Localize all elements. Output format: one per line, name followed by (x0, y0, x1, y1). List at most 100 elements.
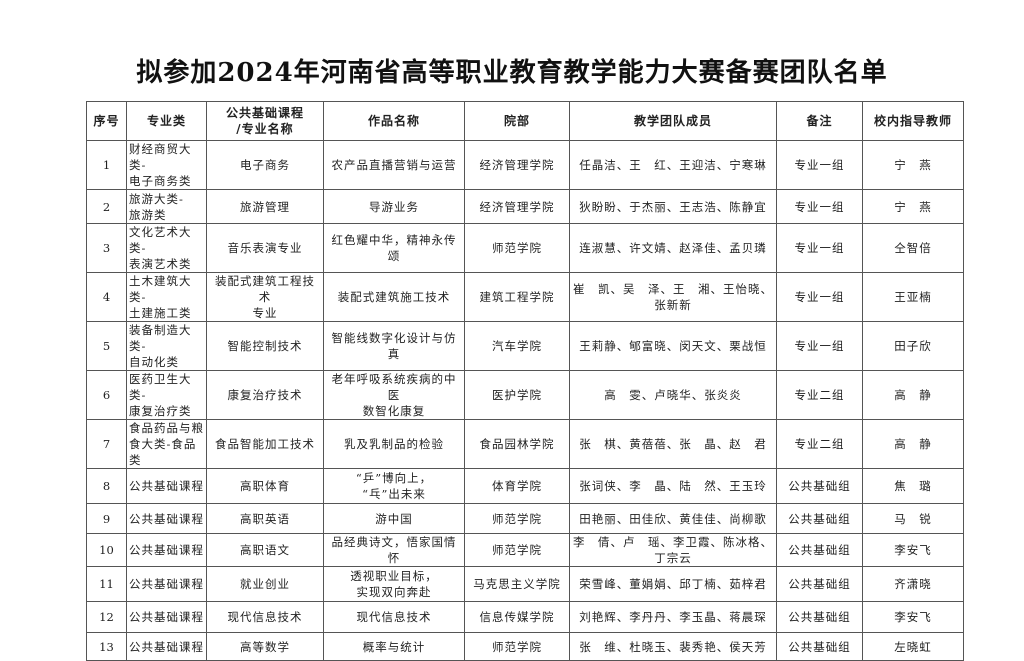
work-title-cell: 装配式建筑施工技术 (323, 272, 465, 322)
table-row: 9 公共基础课程 高职英语 游中国 师范学院 田艳丽、田佳欣、黄佳佳、尚柳歌 公共基础组马 … (86, 503, 964, 534)
index-cell: 6 (86, 370, 127, 420)
index-cell: 1 (86, 140, 127, 190)
category-cell: 公共基础课程 (126, 533, 207, 567)
advisor-cell: 仝智倍 (862, 223, 964, 273)
index-cell: 13 (86, 632, 127, 661)
work-title-cell: 概率与统计 (323, 632, 465, 661)
team-members-cell: 张词侠、李 晶、陆 然、王玉玲 (569, 468, 777, 504)
advisor-cell: 王亚楠 (862, 272, 964, 322)
table-header-row: 序号 专业类 公共基础课程 /专业名称 作品名称 院部 教学团队成员 备注 校内指导教师 (86, 101, 964, 141)
department-cell: 师范学院 (464, 223, 570, 273)
department-cell: 体育学院 (464, 468, 570, 504)
course-cell: 康复治疗技术 (206, 370, 324, 420)
course-cell: 电子商务 (206, 140, 324, 190)
advisor-cell: 焦 璐 (862, 468, 964, 504)
remarks-cell: 专业一组 (776, 223, 863, 273)
team-members-cell: 张 维、杜晓玉、裴秀艳、侯天芳 (569, 632, 777, 661)
remarks-cell: 公共基础组 (776, 601, 863, 633)
team-members-cell: 荣雪峰、董娟娟、邱丁楠、茹梓君 (569, 566, 777, 602)
header-course: 公共基础课程 /专业名称 (206, 101, 324, 141)
work-title-cell: 老年呼吸系统疾病的中医 数智化康复 (323, 370, 465, 420)
category-cell: 医药卫生大类- 康复治疗类 (126, 370, 207, 420)
category-cell: 文化艺术大类- 表演艺术类 (126, 223, 207, 273)
remarks-cell: 公共基础组 (776, 468, 863, 504)
index-cell: 12 (86, 601, 127, 633)
category-cell: 旅游大类- 旅游类 (126, 189, 207, 224)
table-row: 10 公共基础课程 高职语文 品经典诗文，悟家国情怀 师范学院李 倩、卢 瑶、李卫霞、陈… (86, 533, 964, 567)
remarks-cell: 专业二组 (776, 419, 863, 469)
team-members-cell: 崔 凯、吴 泽、王 湘、王怡晓、 张新新 (569, 272, 777, 322)
remarks-cell: 专业一组 (776, 140, 863, 190)
department-cell: 经济管理学院 (464, 140, 570, 190)
header-remarks: 备注 (776, 101, 863, 141)
team-members-cell: 高 雯、卢晓华、张炎炎 (569, 370, 777, 420)
advisor-cell: 李安飞 (862, 601, 964, 633)
course-cell: 装配式建筑工程技术 专业 (206, 272, 324, 322)
course-cell: 高职体育 (206, 468, 324, 504)
team-members-cell: 连淑慧、许文婧、赵泽佳、孟贝璘 (569, 223, 777, 273)
table-row: 3 文化艺术大类- 表演艺术类 音乐表演专业 红色耀中华，精神永传颂 师范学院 连淑慧、许… (86, 223, 964, 273)
remarks-cell: 专业一组 (776, 321, 863, 371)
advisor-cell: 高 静 (862, 370, 964, 420)
department-cell: 马克思主义学院 (464, 566, 570, 602)
work-title-cell: 现代信息技术 (323, 601, 465, 633)
remarks-cell: 专业一组 (776, 189, 863, 224)
document-title: 拟参加2024年河南省高等职业教育教学能力大赛备赛团队名单 (136, 58, 888, 88)
team-members-cell: 李 倩、卢 瑶、李卫霞、陈冰格、 丁宗云 (569, 533, 777, 567)
department-cell: 食品园林学院 (464, 419, 570, 469)
category-cell: 公共基础课程 (126, 503, 207, 534)
category-cell: 财经商贸大类- 电子商务类 (126, 140, 207, 190)
category-cell: 公共基础课程 (126, 632, 207, 661)
remarks-cell: 公共基础组 (776, 503, 863, 534)
header-category: 专业类 (126, 101, 207, 141)
index-cell: 10 (86, 533, 127, 567)
work-title-cell: “乒”博向上， “乓”出未来 (323, 468, 465, 504)
course-cell: 高等数学 (206, 632, 324, 661)
department-cell: 汽车学院 (464, 321, 570, 371)
category-cell: 装备制造大类- 自动化类 (126, 321, 207, 371)
header-work-title: 作品名称 (323, 101, 465, 141)
table-row: 2 旅游大类- 旅游类 旅游管理 导游业务 经济管理学院 狄盼盼、于杰丽、王志浩、陈静宜专… (86, 189, 964, 224)
course-cell: 音乐表演专业 (206, 223, 324, 273)
remarks-cell: 公共基础组 (776, 533, 863, 567)
advisor-cell: 马 锐 (862, 503, 964, 534)
course-cell: 就业创业 (206, 566, 324, 602)
category-cell: 土木建筑大类- 土建施工类 (126, 272, 207, 322)
advisor-cell: 宁 燕 (862, 140, 964, 190)
work-title-cell: 智能线数字化设计与仿真 (323, 321, 465, 371)
remarks-cell: 公共基础组 (776, 566, 863, 602)
table-row: 11 公共基础课程 就业创业 透视职业目标， 实现双向奔赴 马克思主义学院 荣雪峰、董娟娟… (86, 566, 964, 602)
remarks-cell: 专业二组 (776, 370, 863, 420)
course-cell: 高职语文 (206, 533, 324, 567)
table-row: 7 食品药品与粮 食大类-食品类 食品智能加工技术 乳及乳制品的检验 食品园林学院张 棋… (86, 419, 964, 469)
work-title-cell: 品经典诗文，悟家国情怀 (323, 533, 465, 567)
index-cell: 9 (86, 503, 127, 534)
team-members-cell: 刘艳辉、李丹丹、李玉晶、蒋晨琛 (569, 601, 777, 633)
work-title-cell: 红色耀中华，精神永传颂 (323, 223, 465, 273)
advisor-cell: 齐潇晓 (862, 566, 964, 602)
department-cell: 医护学院 (464, 370, 570, 420)
index-cell: 7 (86, 419, 127, 469)
team-members-cell: 张 棋、黄蓓蓓、张 晶、赵 君 (569, 419, 777, 469)
work-title-cell: 农产品直播营销与运营 (323, 140, 465, 190)
team-members-cell: 田艳丽、田佳欣、黄佳佳、尚柳歌 (569, 503, 777, 534)
work-title-cell: 乳及乳制品的检验 (323, 419, 465, 469)
course-cell: 旅游管理 (206, 189, 324, 224)
course-cell: 现代信息技术 (206, 601, 324, 633)
advisor-cell: 高 静 (862, 419, 964, 469)
team-members-cell: 王莉静、郇富晓、闵天文、栗战恒 (569, 321, 777, 371)
remarks-cell: 专业一组 (776, 272, 863, 322)
work-title-cell: 游中国 (323, 503, 465, 534)
category-cell: 公共基础课程 (126, 468, 207, 504)
work-title-cell: 透视职业目标， 实现双向奔赴 (323, 566, 465, 602)
index-cell: 4 (86, 272, 127, 322)
category-cell: 公共基础课程 (126, 566, 207, 602)
department-cell: 师范学院 (464, 503, 570, 534)
team-members-cell: 狄盼盼、于杰丽、王志浩、陈静宜 (569, 189, 777, 224)
advisor-cell: 左晓虹 (862, 632, 964, 661)
index-cell: 3 (86, 223, 127, 273)
index-cell: 11 (86, 566, 127, 602)
department-cell: 经济管理学院 (464, 189, 570, 224)
index-cell: 5 (86, 321, 127, 371)
